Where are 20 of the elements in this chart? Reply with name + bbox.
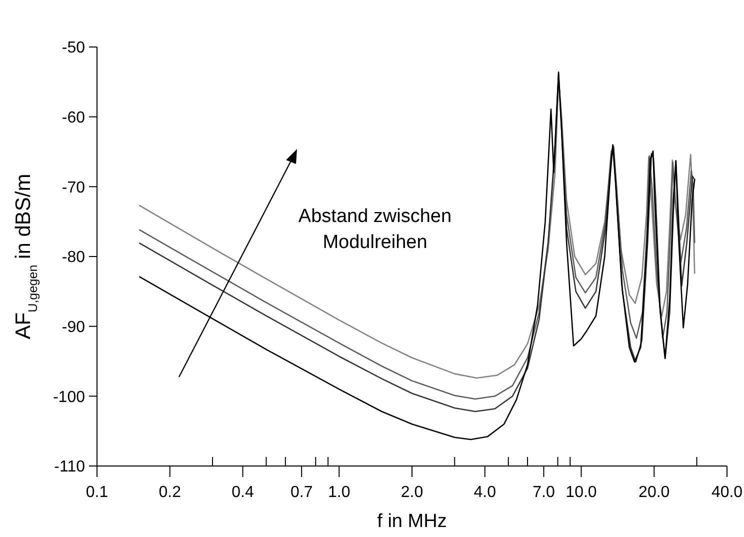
x-tick-label: 4.0 [474,484,496,501]
annotation: Abstand zwischen Modulreihen [298,206,452,253]
x-tick-label: 0.7 [290,484,313,501]
y-tick-label: -70 [62,179,86,196]
x-tick-label: 0.1 [86,484,108,501]
y-tick-label: -50 [62,40,86,57]
x-tick-label: 2.0 [400,484,424,501]
y-tick-label: -60 [62,109,86,126]
x-tick-label: 7.0 [532,484,555,501]
y-tick-label: -90 [62,318,86,336]
x-axis-title: f in MHz [377,511,447,532]
x-tick-label: 0.2 [158,484,182,501]
x-tick-label: 0.4 [232,484,254,501]
y-tick-label: -80 [62,249,86,266]
x-tick-label: 20.0 [638,484,670,501]
x-tick-label: 40.0 [711,484,743,501]
x-tick-label: 10.0 [566,484,597,501]
y-tick-label: -100 [52,388,86,406]
x-tick-label: 1.0 [328,484,350,501]
y-tick-label: -110 [54,458,86,476]
